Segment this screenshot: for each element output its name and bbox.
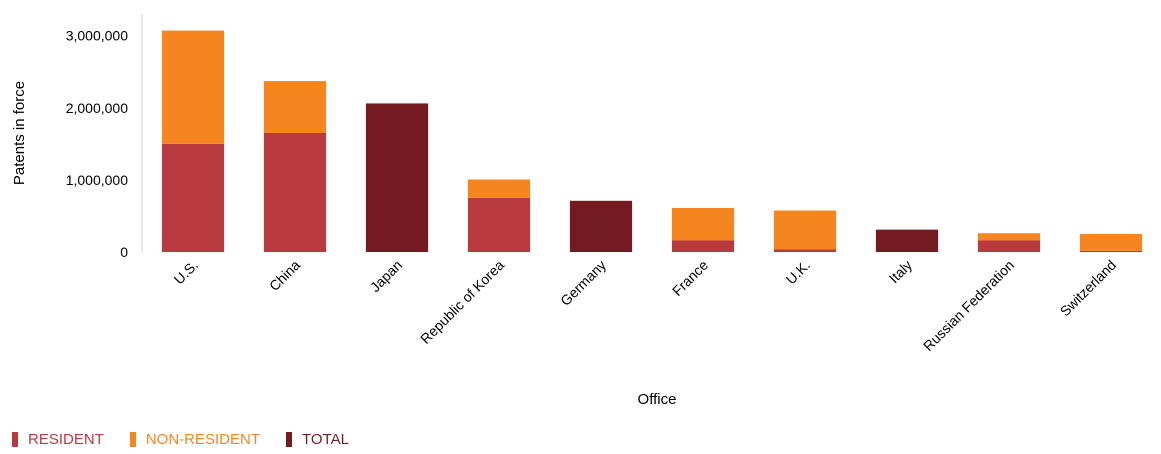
bar-non-resident-6 [773,210,837,250]
legend-swatch-non-resident [129,432,136,447]
legend-item-resident[interactable]: RESIDENT [12,431,104,448]
axes: 0 1,000,000 2,000,000 3,000,000 [66,14,143,260]
bar-resident-0 [161,143,225,252]
bar-non-resident-5 [671,208,735,241]
bar-resident-8 [977,240,1041,252]
bar-resident-5 [671,240,735,252]
bar-resident-1 [263,133,327,252]
bar-non-resident-9 [1079,233,1143,251]
bar-non-resident-0 [161,30,225,144]
y-tick-label: 1,000,000 [66,172,128,188]
bar-non-resident-3 [467,179,531,198]
bar-resident-9 [1079,250,1143,252]
y-tick-label: 2,000,000 [66,100,128,116]
x-tick-label: U.S. [171,257,202,288]
bar-total-2 [365,103,429,253]
legend-label-non-resident: NON-RESIDENT [145,431,261,448]
x-tick-label: Russian Federation [920,257,1017,354]
legend-item-non-resident[interactable]: NON-RESIDENT [129,431,261,448]
legend-swatch-resident [12,432,18,447]
x-tick-label: Switzerland [1057,257,1119,319]
x-tick-label: China [266,257,303,294]
y-tick-label: 0 [120,244,128,260]
legend-label-total: TOTAL [302,431,349,448]
legend: RESIDENT NON-RESIDENT TOTAL [12,431,349,448]
x-tick-label: U.K. [783,257,814,288]
y-axis-title: Patents in force [11,81,28,185]
bar-non-resident-1 [263,81,327,133]
legend-swatch-total [286,432,293,447]
x-tick-label: Germany [557,257,609,309]
x-tick-label: Japan [367,257,405,295]
bar-non-resident-8 [977,233,1041,241]
bar-total-7 [875,229,939,252]
bars [161,30,1143,253]
bar-total-4 [569,200,633,252]
y-tick-label: 3,000,000 [66,28,128,44]
x-tick-label: Republic of Korea [417,257,507,347]
x-axis-title: Office [638,391,677,408]
legend-item-total[interactable]: TOTAL [286,431,349,448]
bar-resident-6 [773,249,837,252]
x-tick-label: France [669,257,711,299]
x-tick-label: Italy [886,257,915,286]
legend-label-resident: RESIDENT [28,431,104,448]
bar-resident-3 [467,197,531,252]
